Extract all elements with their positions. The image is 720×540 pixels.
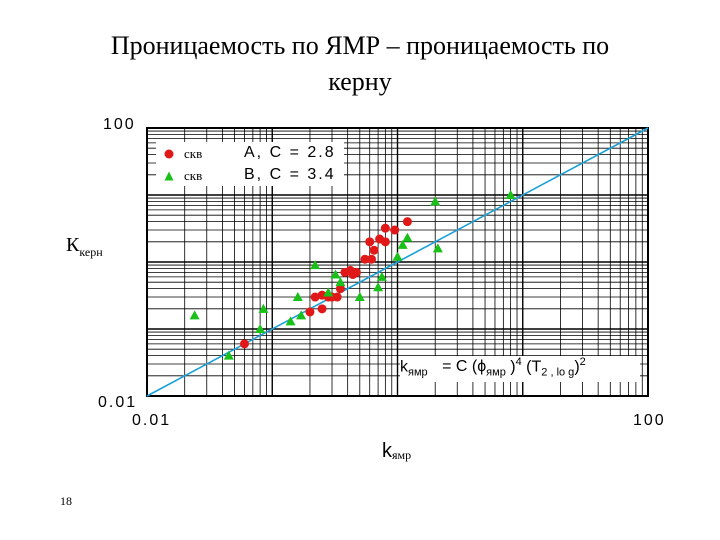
x-tick-label-left: 0.01 <box>132 412 172 429</box>
data-point-series-a <box>239 339 249 349</box>
data-point-series-a <box>390 225 400 235</box>
data-point-series-b <box>323 287 334 297</box>
data-point-series-b <box>189 310 200 320</box>
y-axis-label-main: К <box>66 234 80 256</box>
data-point-series-a <box>305 307 315 317</box>
y-axis-label-sub: керн <box>79 245 103 259</box>
data-point-series-b <box>296 310 307 320</box>
data-point-series-a <box>366 254 376 264</box>
formula-mid: (T <box>526 358 542 376</box>
data-point-series-b <box>392 251 403 261</box>
data-point-series-a <box>380 237 390 247</box>
data-point-series-b <box>376 271 387 281</box>
formula-phi-sub: ямр <box>486 366 506 379</box>
data-point-series-a <box>360 254 370 264</box>
x-tick-label-right: 100 <box>633 412 666 429</box>
formula-eq: = C (ϕ <box>442 358 487 376</box>
data-point-series-b <box>397 239 408 249</box>
data-point-series-a <box>365 237 375 247</box>
formula-box: kямр = C (ϕямр )4 (T2 , lo g)2 <box>400 356 640 382</box>
data-point-series-a <box>380 223 390 233</box>
page-number: 18 <box>60 494 72 508</box>
chart-legend: скв A, C = 2.8 скв B, C = 3.4 <box>156 142 344 186</box>
data-point-series-b <box>330 269 341 279</box>
data-point-series-b <box>258 303 269 313</box>
legend-item-a: скв A, C = 2.8 <box>156 144 344 164</box>
formula-pow1: 4 <box>515 356 522 368</box>
data-point-series-a <box>351 267 361 277</box>
red-circle-icon <box>164 149 174 159</box>
fit-line <box>146 127 649 397</box>
y-tick-label-bottom: 0.01 <box>98 394 138 411</box>
data-point-series-b <box>505 190 516 199</box>
data-point-series-a <box>369 245 379 255</box>
legend-value-a: A, C = 2.8 <box>244 144 336 161</box>
data-point-series-b <box>255 324 266 333</box>
data-point-series-b <box>432 243 443 253</box>
data-point-series-a <box>317 290 327 300</box>
slide-title: Проницаемость по ЯМР – проницаемость по … <box>110 31 610 96</box>
data-point-series-b <box>335 277 346 287</box>
data-point-series-b <box>310 260 321 270</box>
formula-lhs: k <box>400 358 408 376</box>
data-point-series-a <box>340 267 350 277</box>
data-point-series-a <box>335 284 345 294</box>
data-point-series-b <box>285 316 296 326</box>
legend-item-b: скв B, C = 3.4 <box>156 166 344 186</box>
x-axis-label-main: k <box>382 440 392 462</box>
data-point-series-b <box>430 196 441 206</box>
formula-lhs-sub: ямр <box>408 366 428 379</box>
legend-value-b: B, C = 3.4 <box>244 166 336 183</box>
data-point-series-a <box>310 292 320 302</box>
data-point-series-a <box>317 304 327 314</box>
data-point-series-b <box>402 232 413 242</box>
y-tick-label-top: 100 <box>103 116 136 133</box>
data-point-series-b <box>223 350 234 360</box>
green-triangle-icon <box>164 171 174 181</box>
x-axis-label-sub: ямр <box>392 448 412 462</box>
data-point-series-a <box>332 292 342 302</box>
formula-pow2: 2 <box>579 356 586 368</box>
data-point-series-b <box>292 292 303 302</box>
data-point-series-b <box>373 282 384 292</box>
legend-label-a: скв <box>184 146 203 161</box>
x-axis-label: kямр <box>382 440 411 463</box>
formula-t-sub: 2 , lo g <box>541 366 575 379</box>
data-point-series-a <box>402 217 412 227</box>
data-point-series-b <box>354 292 365 302</box>
legend-label-b: скв <box>184 168 203 183</box>
y-axis-label: Ккерн <box>66 234 103 260</box>
